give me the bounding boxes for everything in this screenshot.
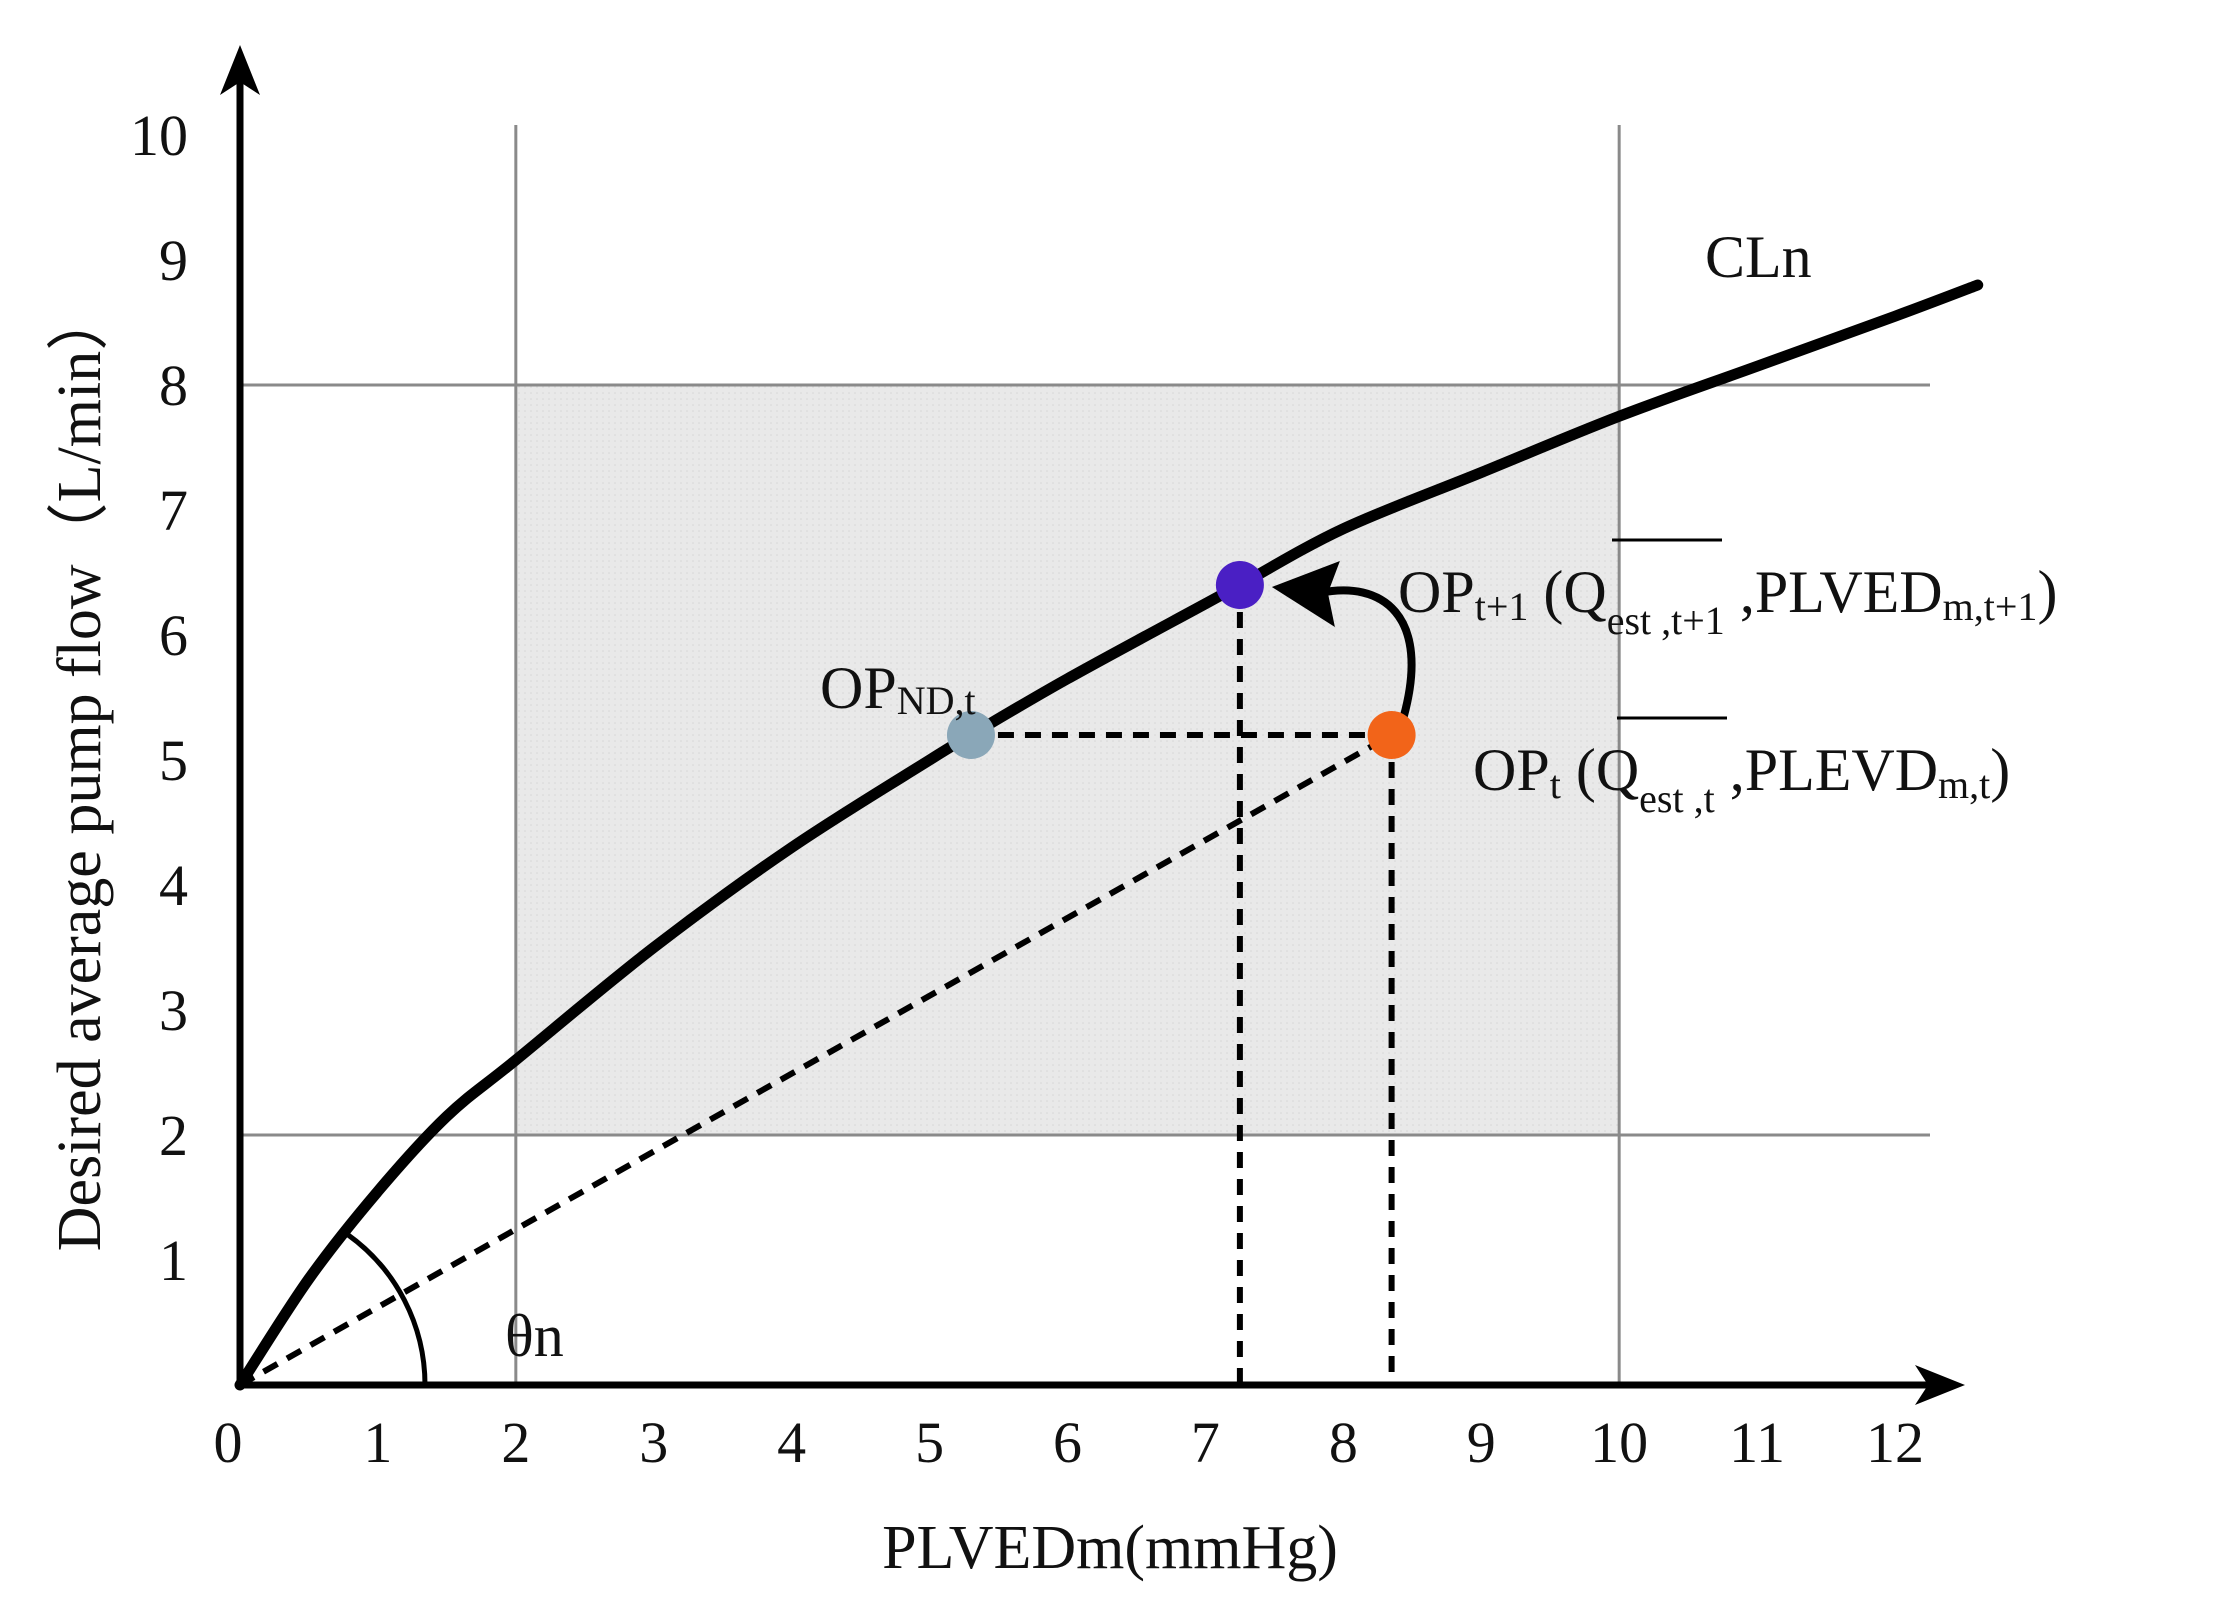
x-tick-3: 3 (639, 1410, 668, 1475)
y-tick-1: 1 (159, 1228, 188, 1293)
x-tick-10: 10 (1590, 1410, 1648, 1475)
point-op-nd-t (946, 711, 995, 759)
y-tick-9: 9 (159, 228, 188, 293)
op-t-plus-1-label: OPt+1 (Qest ,t+1 ,PLVEDm,t+1) (1398, 559, 2057, 643)
y-tick-labels: 1 2 3 4 5 6 7 8 9 10 (130, 103, 188, 1293)
op-t-label: OPt (Qest ,t ,PLEVDm,t) (1473, 737, 2010, 821)
transition-arrow-head (1271, 561, 1340, 627)
y-tick-8: 8 (159, 353, 188, 418)
y-tick-6: 6 (159, 603, 188, 668)
y-tick-2: 2 (159, 1103, 188, 1168)
shaded-operating-region (515, 385, 1620, 1135)
x-tick-11: 11 (1729, 1410, 1785, 1475)
y-axis-arrow (220, 45, 260, 95)
x-tick-5: 5 (915, 1410, 944, 1475)
dashed-line-origin-to-opt (238, 732, 1394, 1388)
point-op-t (1367, 711, 1416, 759)
x-tick-labels: 0 1 2 3 4 5 6 7 8 9 10 11 12 (214, 1410, 1925, 1475)
x-tick-1: 1 (363, 1410, 392, 1475)
y-tick-5: 5 (159, 728, 188, 793)
y-tick-10: 10 (130, 103, 188, 168)
point-op-t-1 (1215, 561, 1264, 609)
x-tick-7: 7 (1191, 1410, 1220, 1475)
y-axis-title: Desired average pump flow（L/min） (46, 289, 114, 1251)
transition-arrow (1319, 586, 1416, 719)
x-tick-0: 0 (214, 1410, 243, 1475)
axes (220, 45, 1965, 1405)
theta-angle-arc (345, 1232, 428, 1386)
grid-lines (240, 125, 1930, 1385)
x-tick-6: 6 (1053, 1410, 1082, 1475)
x-tick-9: 9 (1467, 1410, 1496, 1475)
x-tick-8: 8 (1329, 1410, 1358, 1475)
angle-label-theta: θn (505, 1303, 564, 1369)
cln-curve (234, 279, 1984, 1391)
x-axis-arrow (1915, 1365, 1965, 1405)
x-axis-title: PLVEDm(mmHg) (882, 1514, 1338, 1582)
curve-label-cln: CLn (1705, 224, 1812, 290)
dashed-guides (238, 585, 1395, 1388)
operating-points (946, 561, 1416, 759)
y-tick-7: 7 (159, 478, 188, 543)
x-tick-12: 12 (1866, 1410, 1924, 1475)
op-nd-label: OPND,t (820, 655, 976, 723)
x-tick-4: 4 (777, 1410, 806, 1475)
x-tick-2: 2 (501, 1410, 530, 1475)
y-tick-3: 3 (159, 978, 188, 1043)
y-tick-4: 4 (159, 853, 188, 918)
